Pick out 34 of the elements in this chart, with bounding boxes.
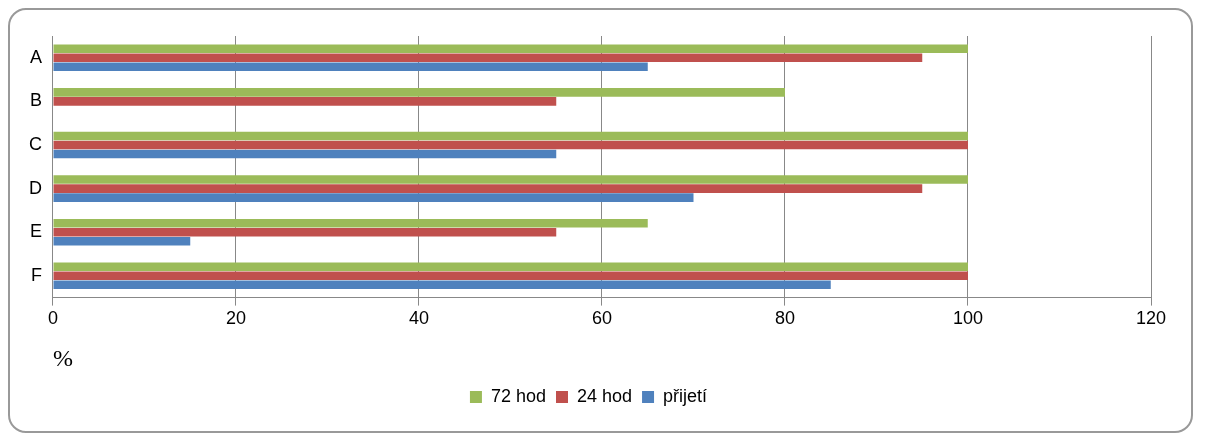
x-tick-label: 120 [1135,308,1167,329]
bar [53,88,785,97]
bar [53,149,557,159]
bar [53,140,968,150]
legend-label: 24 hod [576,385,633,406]
x-tick-label: 40 [408,308,430,329]
y-tick-label: C [29,133,42,154]
bar [53,193,694,202]
bar [53,184,923,193]
bar [53,44,968,54]
bar [53,218,648,228]
y-tick-label: D [29,177,42,198]
bar [53,53,923,63]
y-tick-label: B [29,90,42,111]
bar [53,62,648,72]
legend-label: přijetí [663,385,708,406]
x-tick-label: 60 [591,308,613,329]
x-tick-label: 80 [774,308,796,329]
legend-label: 72 hod [490,385,546,406]
x-axis-title: % [53,344,73,371]
bar [53,97,557,106]
bar [53,262,968,272]
x-tick-label: 20 [225,308,247,329]
y-tick-label: A [29,46,42,67]
y-tick-label: F [31,264,42,285]
bar [53,236,191,246]
bar [53,271,968,281]
y-tick-label: E [29,221,42,242]
bar [53,175,968,184]
bar [53,227,557,237]
bar [53,131,968,141]
x-tick-label: 0 [47,308,59,329]
x-tick-label: 100 [952,308,984,329]
bar [53,280,831,290]
